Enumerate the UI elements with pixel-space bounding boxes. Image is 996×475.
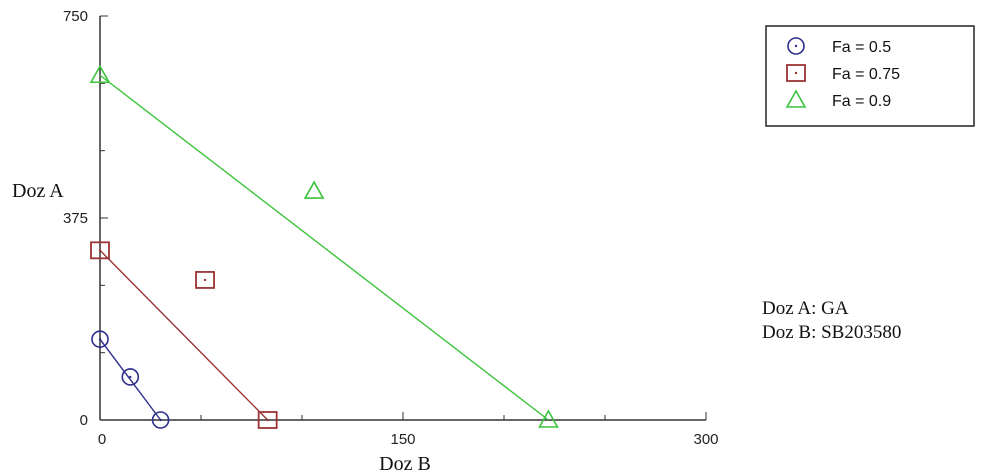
x-axis-title: Doz B (379, 453, 431, 475)
legend-marker-circle (787, 37, 805, 55)
square-marker (90, 241, 110, 260)
marker-center-dot (794, 44, 798, 48)
square-marker (195, 271, 215, 289)
triangle-marker (89, 64, 111, 84)
circle-marker (787, 37, 805, 55)
circle-marker (91, 330, 109, 349)
y-axis-title: Doz A (12, 180, 64, 202)
annotation-doz-b: Doz B: SB203580 (762, 322, 902, 343)
x-tick-label: 0 (98, 431, 106, 448)
data-point-triangle (89, 64, 111, 84)
triangle-marker (785, 89, 807, 108)
isobologram-line-1 (99, 338, 162, 421)
series-markers (89, 64, 559, 429)
isobologram-line-3 (99, 74, 549, 421)
marker-center-dot (129, 375, 132, 379)
legend-label: Fa = 0.9 (832, 93, 891, 110)
marker-center-dot (794, 71, 798, 75)
marker-center-dot (203, 278, 207, 282)
isobologram-line-2 (99, 249, 269, 421)
data-point-square (195, 271, 215, 289)
series-lines (99, 74, 549, 421)
marker-center-dot (266, 418, 269, 422)
legend-box (765, 25, 975, 127)
triangle-marker (538, 409, 559, 428)
x-tick-label: 300 (693, 431, 718, 448)
legend-label: Fa = 0.5 (832, 39, 891, 56)
y-tick-label: 375 (63, 210, 88, 227)
y-tick-label: 0 (80, 412, 88, 429)
data-point-circle (151, 411, 170, 429)
dose-annotation: Doz A: GA Doz B: SB203580 (762, 297, 901, 345)
marker-center-dot (98, 338, 102, 341)
triangle-marker (303, 180, 325, 199)
data-point-square (257, 411, 278, 429)
data-point-triangle (303, 180, 325, 199)
circle-marker (121, 368, 140, 386)
y-tick-label: 750 (63, 8, 88, 25)
data-point-square (90, 241, 110, 260)
legend: Fa = 0.5 Fa = 0.75 Fa = 0.9 (765, 25, 975, 127)
legend-label: Fa = 0.75 (832, 66, 900, 83)
square-marker (257, 411, 278, 429)
marker-center-dot (98, 249, 102, 252)
marker-center-dot (159, 418, 162, 422)
legend-marker-square (786, 64, 806, 82)
legend-marker-triangle (785, 89, 807, 108)
data-point-circle (121, 368, 140, 386)
circle-marker (151, 411, 170, 429)
square-marker (786, 64, 806, 82)
data-point-triangle (538, 409, 559, 428)
annotation-doz-a: Doz A: GA (762, 298, 849, 319)
data-point-circle (91, 330, 109, 349)
x-tick-label: 150 (390, 431, 415, 448)
axes: 0 150 300 0 375 750 (63, 8, 719, 448)
